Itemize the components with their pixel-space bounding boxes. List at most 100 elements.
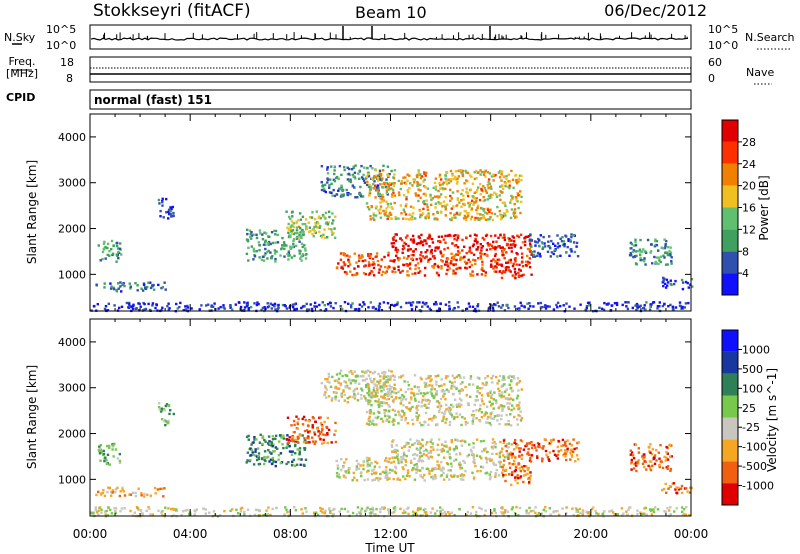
frequency-panel: Freq. [MHz] 18 8 60 0 Nave (6, 55, 775, 85)
scatter-cell (504, 214, 507, 217)
scatter-cell (449, 262, 452, 265)
scatter-cell (367, 254, 370, 257)
scatter-cell (268, 440, 271, 443)
scatter-cell (382, 164, 385, 167)
scatter-cell (367, 399, 370, 402)
scatter-cell (447, 181, 451, 185)
scatter-cell (438, 175, 441, 178)
scatter-cell (498, 270, 501, 273)
scatter-cell (379, 183, 382, 186)
scatter-cell (513, 441, 516, 444)
scatter-cell (529, 460, 533, 463)
scatter-cell (548, 451, 552, 454)
scatter-cell (300, 306, 303, 310)
scatter-cell (303, 429, 307, 433)
scatter-cell (491, 438, 495, 441)
scatter-cell (649, 251, 652, 254)
scatter-cell (384, 471, 388, 474)
scatter-cell (152, 288, 156, 291)
scatter-cell (349, 178, 352, 181)
scatter-cell (424, 448, 428, 452)
scatter-cell (361, 370, 364, 373)
scatter-cell (635, 308, 638, 312)
scatter-cell (547, 240, 550, 243)
scatter-cell (378, 177, 382, 180)
scatter-cell (446, 263, 449, 267)
scatter-cell (499, 190, 502, 193)
scatter-cell (142, 282, 146, 285)
scatter-cell (576, 509, 579, 512)
scatter-cell (286, 441, 290, 444)
scatter-cell (358, 303, 361, 306)
scatter-cell (456, 190, 459, 193)
scatter-cell (373, 465, 377, 468)
scatter-cell (506, 452, 509, 456)
scatter-cell (427, 212, 430, 215)
scatter-cell (450, 511, 453, 514)
scatter-cell (383, 401, 386, 405)
scatter-cell (520, 174, 523, 178)
scatter-cell (613, 302, 617, 305)
scatter-cell (508, 452, 512, 455)
scatter-cell (289, 234, 292, 237)
scatter-cell (481, 466, 485, 469)
scatter-cell (665, 445, 668, 449)
scatter-cell (544, 505, 547, 509)
scatter-cell (422, 395, 425, 398)
scatter-cell (465, 236, 468, 239)
scatter-cell (392, 400, 395, 404)
scatter-cell (447, 408, 451, 412)
scatter-cell (501, 249, 504, 253)
scatter-cell (389, 183, 392, 186)
scatter-cell (691, 285, 694, 288)
scatter-cell (526, 452, 529, 456)
scatter-cell (494, 511, 497, 515)
scatter-cell (480, 217, 484, 220)
scatter-cell (578, 507, 581, 511)
scatter-cell (382, 377, 385, 380)
scatter-cell (266, 242, 270, 245)
scatter-cell (384, 469, 387, 472)
scatter-cell (675, 507, 678, 510)
scatter-cell (409, 238, 413, 241)
scatter-cell (646, 238, 650, 242)
scatter-cell (494, 463, 498, 467)
scatter-cell (464, 216, 468, 220)
scatter-cell (448, 407, 452, 410)
scatter-cell (270, 452, 273, 455)
scatter-cell (445, 445, 448, 448)
scatter-cell (388, 306, 392, 309)
velocity-scatter (90, 369, 693, 518)
scatter-cell (444, 410, 447, 413)
scatter-cell (385, 384, 388, 388)
scatter-cell (476, 390, 480, 393)
scatter-cell (301, 434, 304, 437)
scatter-cell (374, 206, 378, 210)
scatter-cell (467, 212, 470, 215)
scatter-cell (466, 192, 469, 195)
scatter-cell (658, 301, 661, 304)
scatter-cell (277, 454, 281, 457)
scatter-cell (418, 257, 422, 260)
scatter-cell (684, 302, 688, 305)
scatter-cell (308, 226, 312, 229)
scatter-cell (484, 271, 487, 274)
scatter-cell (483, 448, 486, 451)
scatter-cell (472, 460, 475, 463)
scatter-cell (522, 273, 525, 276)
scatter-cell (548, 245, 551, 248)
time-tick-label: 00:00 (73, 527, 108, 541)
scatter-cell (480, 268, 483, 271)
scatter-cell (319, 416, 322, 419)
colorbar-cell (722, 483, 738, 505)
scatter-cell (510, 380, 513, 383)
scatter-cell (344, 470, 347, 473)
scatter-cell (448, 448, 451, 451)
scatter-cell (505, 177, 508, 181)
scatter-cell (426, 441, 429, 444)
scatter-cell (420, 459, 423, 462)
scatter-cell (354, 375, 358, 378)
scatter-cell (310, 216, 314, 219)
scatter-cell (243, 513, 246, 516)
scatter-cell (253, 302, 256, 305)
